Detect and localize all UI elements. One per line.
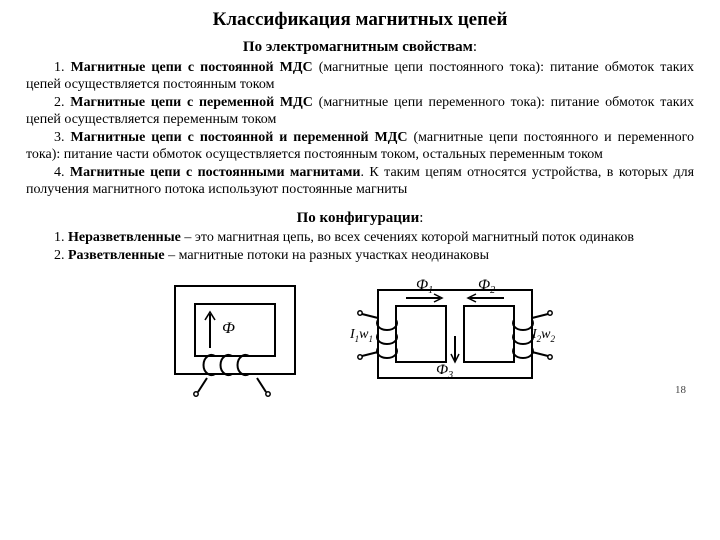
item-bold: Магнитные цепи с переменной МДС — [70, 95, 313, 110]
section1-item-2: 2. Магнитные цепи с переменной МДС (магн… — [26, 94, 694, 129]
item-number: 2. — [54, 248, 68, 263]
item-number: 2. — [54, 95, 70, 110]
item-number: 3. — [54, 130, 70, 145]
flux-label: Ф — [222, 320, 235, 337]
unbranched-core-svg: Ф — [160, 278, 310, 398]
section2-heading-colon: : — [419, 210, 423, 226]
svg-text:I2w2: I2w2 — [531, 327, 556, 344]
item-number: 1. — [54, 60, 71, 75]
diagram-row: Ф — [26, 278, 694, 404]
section2-item-1: 1. Неразветвленные – это магнитная цепь,… — [26, 229, 694, 247]
page-title: Классификация магнитных цепей — [26, 8, 694, 32]
w1-sub: 1 — [369, 334, 374, 344]
item-bold: Магнитные цепи с постоянными магнитами — [70, 165, 361, 180]
item-rest: – это магнитная цепь, во всех сечениях к… — [181, 230, 634, 245]
slide-page: Классификация магнитных цепей По электро… — [0, 0, 720, 404]
section1-heading-colon: : — [473, 39, 477, 55]
svg-text:I1w1: I1w1 — [350, 327, 373, 344]
section2-heading-text: По конфигурации — [297, 210, 420, 226]
item-bold: Разветвленные — [68, 248, 165, 263]
section2-heading: По конфигурации: — [26, 209, 694, 228]
section1-item-3: 3. Магнитные цепи с постоянной и перемен… — [26, 129, 694, 164]
item-bold: Магнитные цепи с постоянной и переменной… — [70, 130, 407, 145]
flux2-sub: 2 — [490, 285, 495, 296]
item-rest: – магнитные потоки на разных участках не… — [165, 248, 489, 263]
item-number: 1. — [54, 230, 68, 245]
flux1-sub: 1 — [428, 285, 433, 296]
section1-heading: По электромагнитным свойствам: — [26, 38, 694, 57]
svg-text:Ф1: Ф1 — [416, 278, 433, 296]
flux2-label: Ф — [478, 278, 490, 293]
item-bold: Магнитные цепи с постоянной МДС — [71, 60, 313, 75]
section1-heading-text: По электромагнитным свойствам — [243, 39, 473, 55]
section2-item-2: 2. Разветвленные – магнитные потоки на р… — [26, 247, 694, 265]
svg-text:Ф2: Ф2 — [478, 278, 495, 296]
flux3-label: Ф — [436, 362, 448, 378]
section1-item-1: 1. Магнитные цепи с постоянной МДС (магн… — [26, 59, 694, 94]
item-number: 4. — [54, 165, 70, 180]
flux3-sub: 3 — [447, 370, 453, 381]
item-bold: Неразветвленные — [68, 230, 181, 245]
flux1-label: Ф — [416, 278, 428, 293]
page-number: 18 — [675, 384, 686, 398]
w2-sub: 2 — [551, 334, 556, 344]
branched-core-svg: Ф1 Ф2 Ф3 I1w1 I2w2 — [350, 278, 560, 398]
diagram-unbranched-core: Ф — [160, 278, 310, 404]
section1-item-4: 4. Магнитные цепи с постоянными магнитам… — [26, 164, 694, 199]
diagram-branched-core: Ф1 Ф2 Ф3 I1w1 I2w2 — [350, 278, 560, 404]
